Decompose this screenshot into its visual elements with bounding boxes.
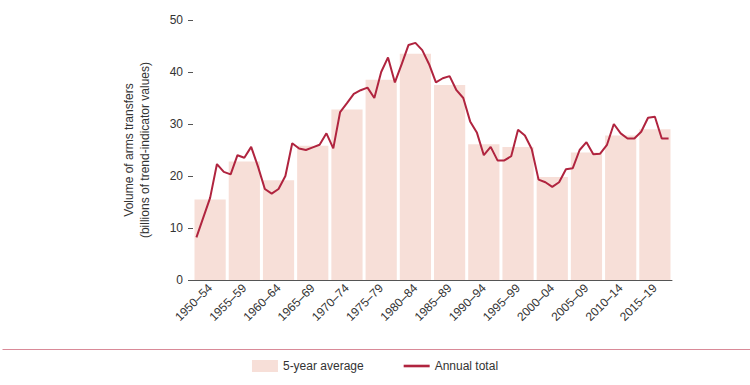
svg-text:1950–54: 1950–54 <box>172 281 216 324</box>
svg-text:1965–69: 1965–69 <box>274 281 318 324</box>
svg-text:1995–99: 1995–99 <box>480 281 523 324</box>
svg-text:Annual total: Annual total <box>435 359 498 373</box>
svg-text:5-year average: 5-year average <box>283 359 364 373</box>
svg-text:1970–74: 1970–74 <box>309 281 352 324</box>
svg-text:1955–59: 1955–59 <box>206 281 250 324</box>
svg-text:1975–79: 1975–79 <box>343 281 387 324</box>
svg-text:40: 40 <box>170 65 184 79</box>
svg-text:2005–09: 2005–09 <box>548 281 592 324</box>
svg-text:1980–84: 1980–84 <box>377 281 421 324</box>
svg-text:1990–94: 1990–94 <box>445 281 489 324</box>
svg-text:2000–04: 2000–04 <box>514 281 558 324</box>
svg-text:50: 50 <box>170 13 184 27</box>
svg-text:2015–19: 2015–19 <box>617 281 660 324</box>
svg-text:10: 10 <box>170 221 184 235</box>
svg-text:30: 30 <box>170 117 184 131</box>
svg-text:Volume of arms transfers: Volume of arms transfers <box>122 83 136 216</box>
svg-text:20: 20 <box>170 169 184 183</box>
svg-text:0: 0 <box>176 273 183 287</box>
svg-text:2010–14: 2010–14 <box>582 281 626 324</box>
svg-text:(billions of trend-indicator v: (billions of trend-indicator values) <box>138 62 152 238</box>
svg-text:1985–89: 1985–89 <box>411 281 455 324</box>
svg-text:1960–64: 1960–64 <box>240 281 284 324</box>
